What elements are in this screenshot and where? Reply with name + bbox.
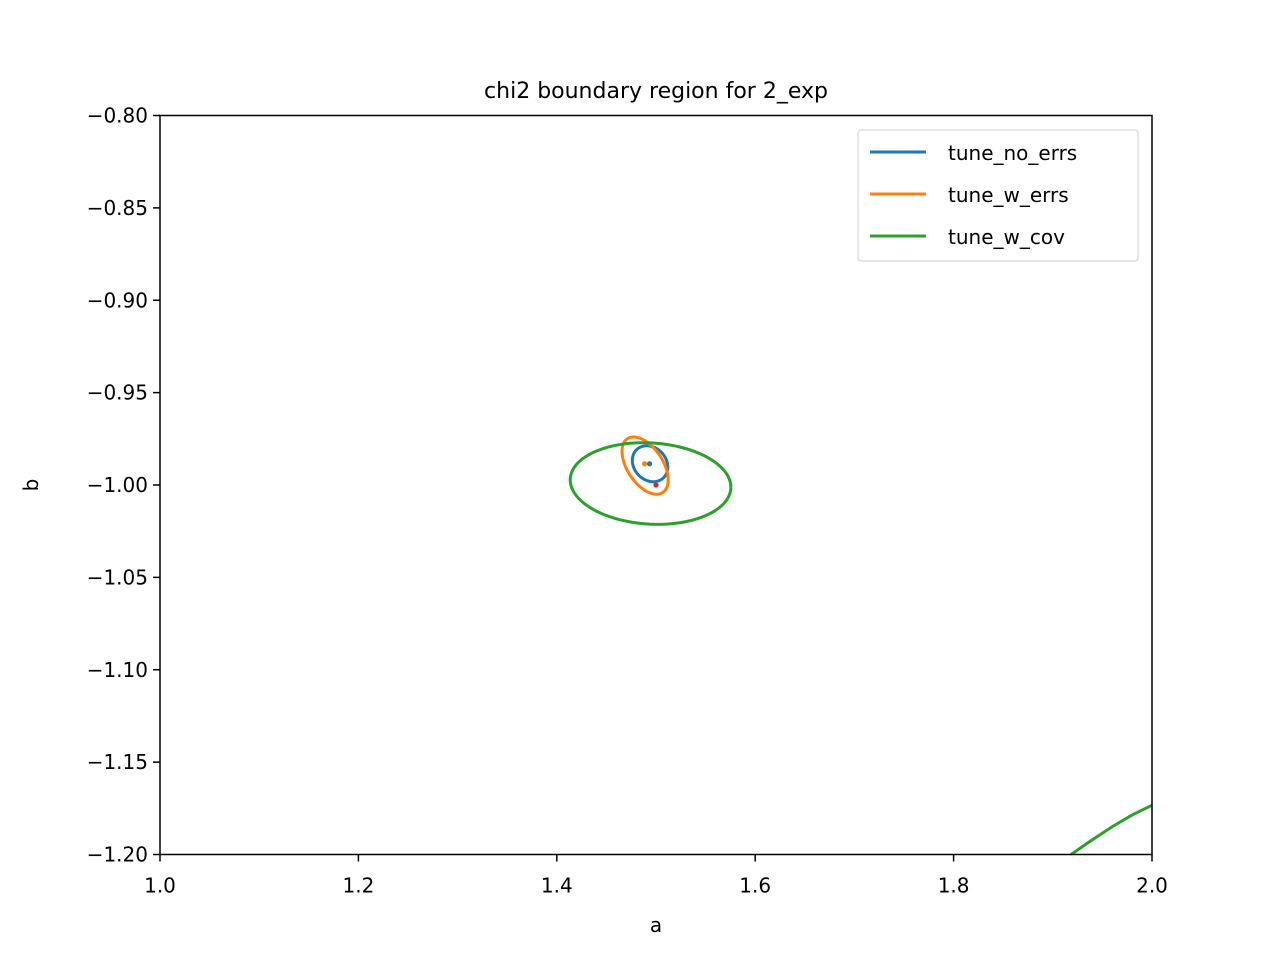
y-tick-label: −0.95 [87, 381, 148, 405]
legend-label-tune-w-errs: tune_w_errs [948, 183, 1069, 207]
x-tick-label: 1.2 [342, 874, 374, 898]
x-tick-label: 1.0 [144, 874, 176, 898]
contour-tune-w-cov-0 [568, 441, 733, 526]
legend-label-tune-no-errs: tune_no_errs [948, 141, 1077, 165]
legend: tune_no_errs tune_w_errs tune_w_cov [857, 129, 1139, 262]
y-tick-label: −0.85 [87, 196, 148, 220]
y-tick-label: −1.10 [87, 658, 148, 682]
chart-title: chi2 boundary region for 2_exp [484, 79, 828, 104]
y-tick-label: −1.05 [87, 565, 148, 589]
best-fit-point-tune-no-errs [646, 461, 653, 467]
x-tick-label: 2.0 [1136, 874, 1168, 898]
x-tick-label: 1.6 [739, 874, 771, 898]
true-value-point [653, 482, 659, 488]
plot-area [568, 435, 1152, 855]
axes-frame [159, 114, 1153, 856]
contour-tune-w-errs-0 [620, 435, 670, 496]
y-tick-label: −0.90 [87, 288, 148, 312]
best-fit-point-tune-w-errs [641, 461, 648, 467]
y-tick-label: −1.15 [87, 750, 148, 774]
axis-ticks: 1.0 1.2 1.4 1.6 1.8 2.0 −0.80 −0.85 −0.90 −0.95 −1… [87, 104, 1168, 898]
x-tick-label: 1.8 [938, 874, 970, 898]
contour-tune-no-errs-0 [630, 444, 670, 484]
y-axis-label: b [19, 479, 43, 492]
y-tick-label: −1.20 [87, 843, 148, 867]
y-tick-label: −1.00 [87, 473, 148, 497]
y-tick-label: −0.80 [87, 104, 148, 128]
x-tick-label: 1.4 [541, 874, 573, 898]
legend-frame [857, 129, 1139, 262]
contour-tune-w-cov-1 [1070, 803, 1152, 855]
legend-label-tune-w-cov: tune_w_cov [948, 225, 1065, 249]
x-axis-label: a [650, 913, 662, 937]
